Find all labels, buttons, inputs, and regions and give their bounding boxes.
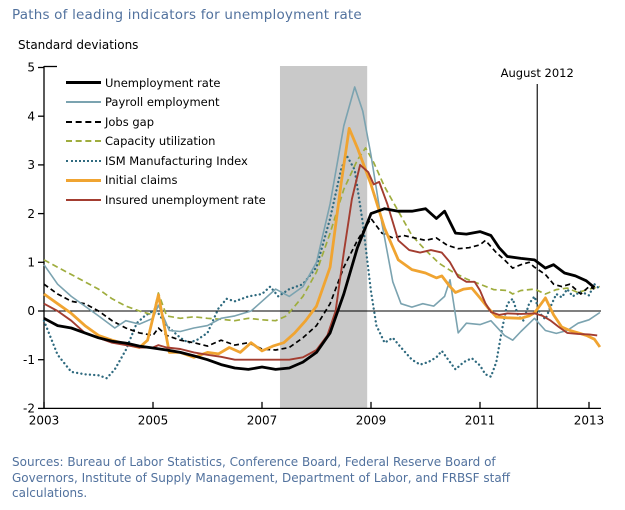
chart-legend: Unemployment rate Payroll employment Jobs … [66,73,266,210]
series-line-ism-manufacturing-index [42,154,602,380]
y-tick-label: 0 [27,304,35,318]
y-tick-label: 5 [27,61,35,75]
x-tick-label: 2003 [29,413,60,427]
legend-label: Initial claims [105,173,178,188]
legend-item-insured-unemployment-rate: Insured unemployment rate [66,190,266,210]
legend-item-jobs-gap: Jobs gap [66,112,266,132]
legend-line-sample-jobs-gap [66,120,101,123]
x-tick-label: 2011 [465,413,496,427]
y-tick-label: -1 [23,353,35,367]
y-tick-label: 1 [27,256,35,270]
y-axis-title: Standard deviations [18,38,139,52]
recession-band [279,66,368,409]
legend-label: Jobs gap [105,114,155,129]
legend-item-capacity-utilization: Capacity utilization [66,132,266,152]
legend-label: Capacity utilization [105,134,216,149]
y-tick-label: -2 [23,402,35,416]
x-tick-label: 2009 [356,413,387,427]
legend-line-sample-unemployment-rate [66,81,101,85]
y-tick-label: 3 [27,158,35,172]
legend-label: Insured unemployment rate [105,192,266,207]
legend-line-sample-capacity-utilization [66,140,101,143]
legend-label: ISM Manufacturing Index [105,153,248,168]
series-line-initial-claims [43,127,602,359]
y-tick-label: 4 [27,109,35,123]
annotation-august-2012: August 2012 [500,66,574,80]
sources-note: Sources: Bureau of Labor Statistics, Con… [12,455,510,502]
legend-line-sample-insured-unemployment-rate [66,198,101,201]
legend-item-payroll-employment: Payroll employment [66,93,266,113]
legend-line-sample-payroll-employment [66,101,101,104]
series-line-unemployment-rate [43,207,596,371]
sources-line: calculations. [12,486,88,500]
x-tick-label: 2007 [247,413,278,427]
x-tick-label: 2005 [138,413,169,427]
legend-label: Unemployment rate [105,75,221,90]
x-tick-label: 2013 [574,413,605,427]
sources-line: Governors, Institute of Supply Managemen… [12,470,510,485]
legend-item-unemployment-rate: Unemployment rate [66,73,266,93]
y-tick-label: 2 [27,207,35,221]
legend-line-sample-ism-manufacturing-index [66,159,101,162]
legend-item-initial-claims: Initial claims [66,171,266,191]
legend-item-ism-manufacturing-index: ISM Manufacturing Index [66,151,266,171]
page-title: Paths of leading indicators for unemploy… [12,7,362,23]
legend-label: Payroll employment [105,95,220,110]
legend-line-sample-initial-claims [66,178,101,182]
sources-line: Sources: Bureau of Labor Statistics, Con… [12,455,496,469]
series-line-insured-unemployment-rate [43,163,598,361]
